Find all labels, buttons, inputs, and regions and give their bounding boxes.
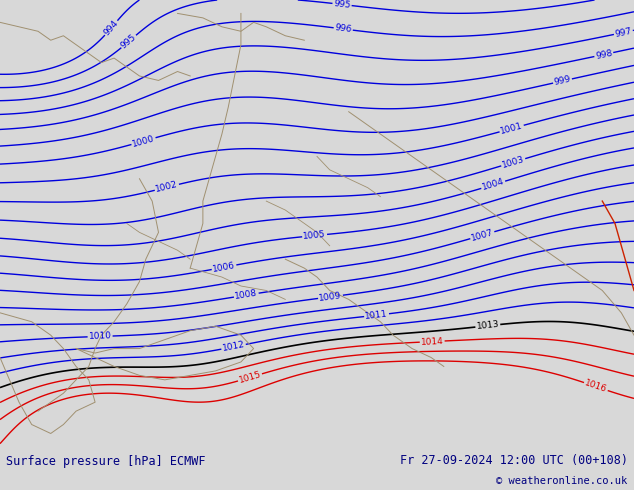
Text: Surface pressure [hPa] ECMWF: Surface pressure [hPa] ECMWF [6,456,206,468]
Text: 1009: 1009 [318,291,342,303]
Text: 1001: 1001 [500,121,524,136]
Text: 1000: 1000 [131,134,156,148]
Text: 1011: 1011 [365,309,389,321]
Text: 999: 999 [553,75,572,87]
Text: 1005: 1005 [303,230,327,241]
Text: 996: 996 [334,24,353,34]
Text: 1002: 1002 [155,180,179,195]
Text: 997: 997 [614,26,633,39]
Text: 1014: 1014 [420,337,444,346]
Text: 1016: 1016 [583,379,608,394]
Text: © weatheronline.co.uk: © weatheronline.co.uk [496,475,628,486]
Text: 998: 998 [595,49,613,61]
Text: 1015: 1015 [238,370,262,385]
Text: 1007: 1007 [470,228,495,243]
Text: 1012: 1012 [221,340,245,353]
Text: 1006: 1006 [212,261,236,274]
Text: 1013: 1013 [476,320,500,331]
Text: 1008: 1008 [234,289,258,301]
Text: Fr 27-09-2024 12:00 UTC (00+108): Fr 27-09-2024 12:00 UTC (00+108) [399,454,628,467]
Text: 1003: 1003 [501,155,526,170]
Text: 995: 995 [119,32,138,50]
Text: 994: 994 [102,19,120,37]
Text: 1010: 1010 [89,332,112,342]
Text: 1004: 1004 [481,177,505,193]
Text: 995: 995 [333,0,351,10]
